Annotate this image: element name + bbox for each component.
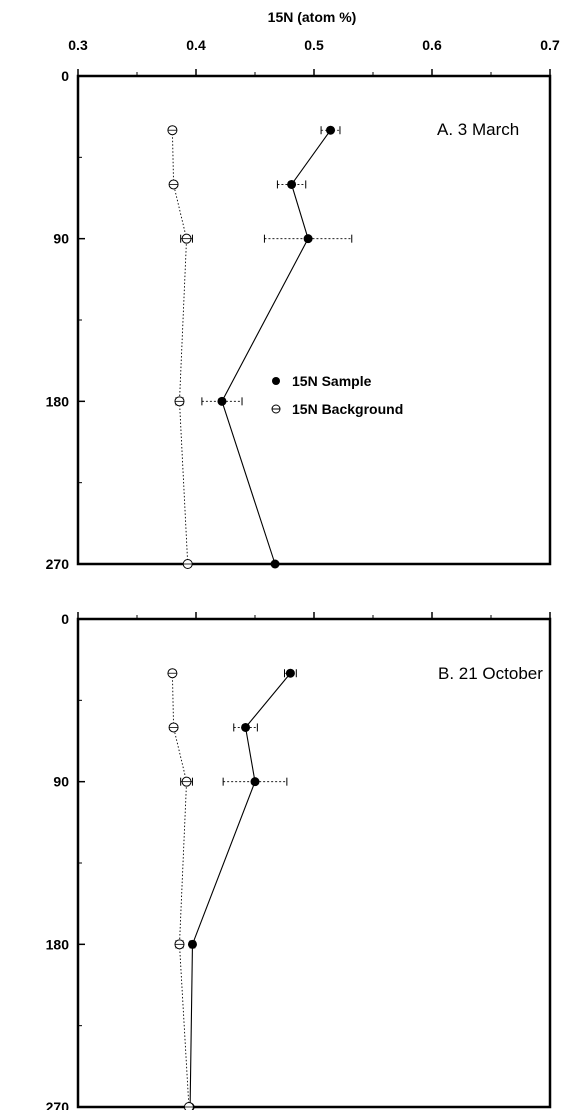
y-tick-label: 90 [53,774,69,790]
y-tick-label: 90 [53,231,69,247]
sample-point [187,939,197,949]
sample-point [326,125,336,135]
panel-a: 15N (atom %) 0.3 0.4 0.5 0.6 0.7 0 90 180 270 A… [46,9,560,572]
x-tick-label: 0.4 [186,37,206,53]
y-tick-label: 270 [46,556,70,572]
y-tick-label: 0 [61,68,69,84]
y-tick-label: 180 [46,936,70,952]
sample-line [189,672,291,1108]
plot-frame-b [76,617,552,1109]
sample-point [303,234,313,244]
y-tick-label: 180 [46,393,70,409]
y-tick-label: 270 [46,1099,70,1110]
sample-point [285,668,295,678]
background-line [171,673,190,1108]
legend-label-background: 15N Background [292,401,403,417]
sample-point [287,179,297,189]
x-axis-title: 15N (atom %) [268,9,357,25]
plot-frame-a [76,74,552,566]
x-tick-label: 0.3 [68,37,88,53]
panel-title-b: B. 21 October [438,664,543,683]
legend-marker-sample [272,377,280,385]
legend: 15N Sample 15N Background [271,373,403,417]
panel-title-a: A. 3 March [437,120,519,139]
legend-label-sample: 15N Sample [292,373,372,389]
sample-point [217,396,227,406]
sample-point [241,722,251,732]
sample-point [250,777,260,787]
x-tick-label: 0.5 [304,37,324,53]
y-tick-label: 0 [61,611,69,627]
sample-line [221,129,331,565]
panel-b: 0 90 180 270 B. 21 October [46,611,552,1110]
x-tick-label: 0.6 [422,37,442,53]
x-tick-label: 0.7 [540,37,560,53]
background-point [183,1102,194,1110]
background-line [171,130,189,565]
sample-point [270,559,280,569]
